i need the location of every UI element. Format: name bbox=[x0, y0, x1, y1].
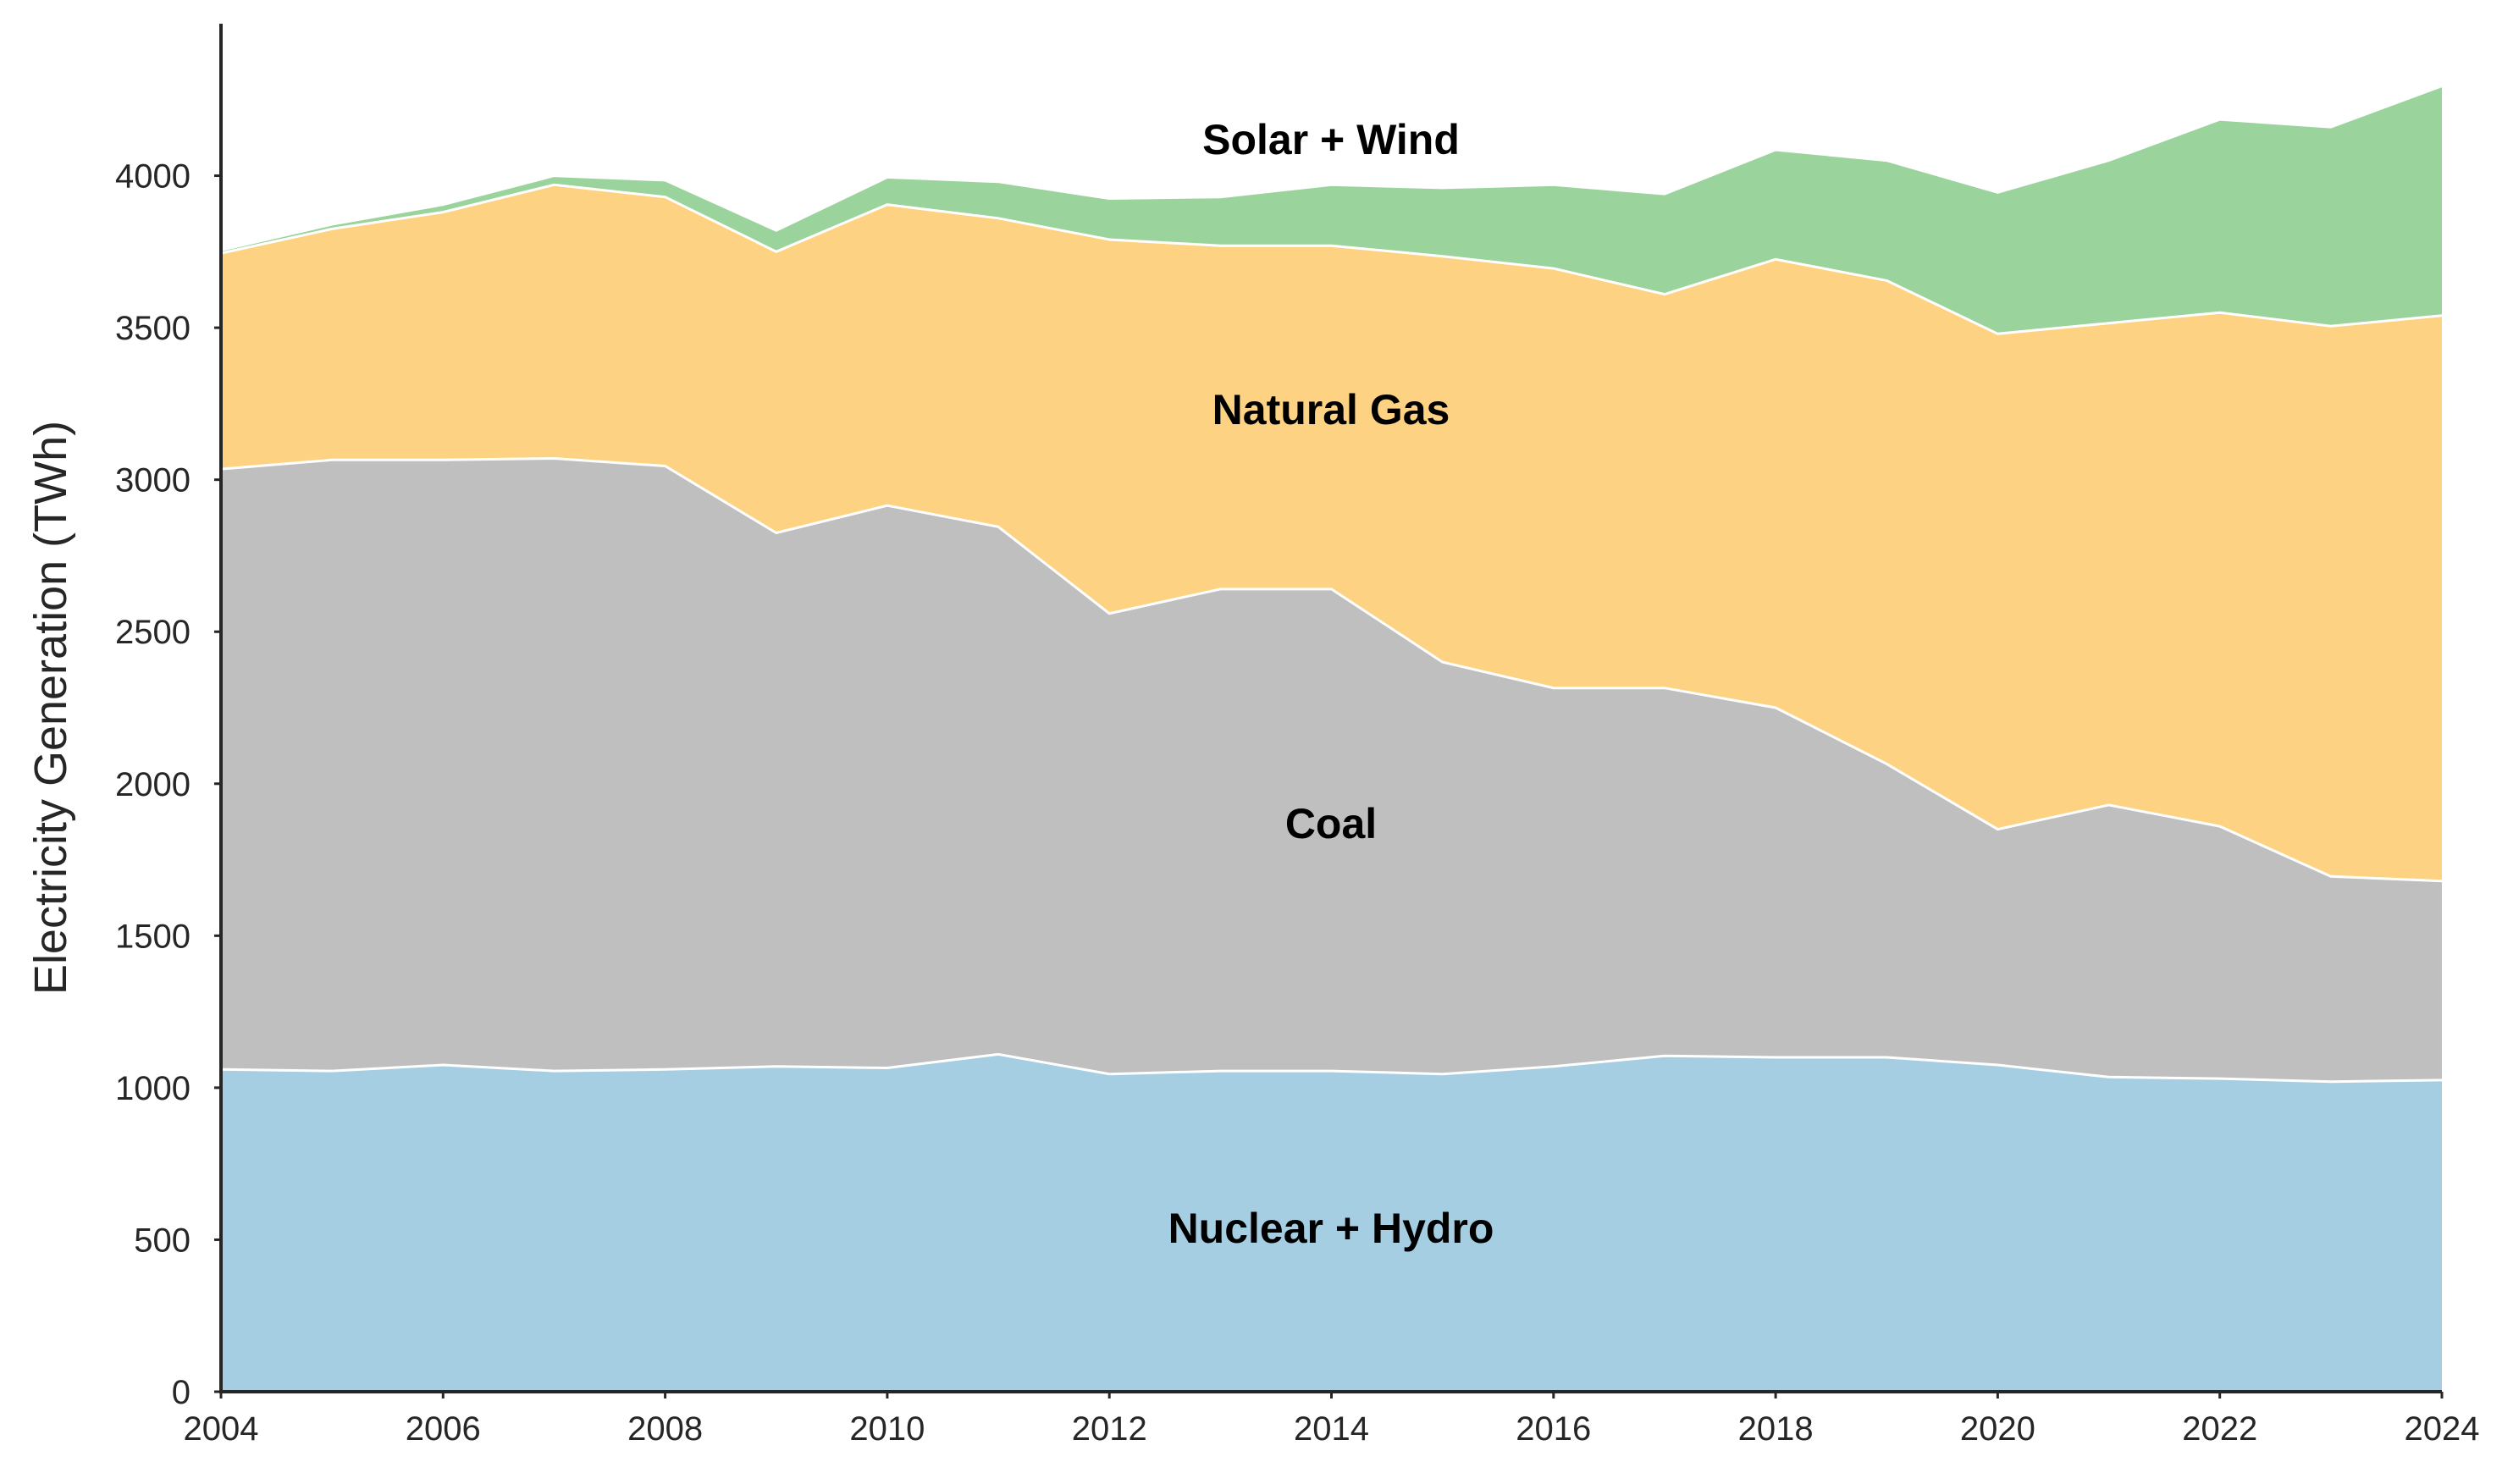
y-tick-label: 3000 bbox=[115, 462, 191, 499]
x-tick-label: 2016 bbox=[1516, 1410, 1591, 1448]
y-tick-label: 4000 bbox=[115, 158, 191, 196]
boundary-nuclear-hydro bbox=[220, 1052, 2443, 1084]
area-natural-gas bbox=[221, 185, 2442, 881]
boundary-natural-gas bbox=[220, 183, 2443, 335]
series-label-nuclear-hydro: Nuclear + Hydro bbox=[1168, 1205, 1494, 1252]
x-tick-label: 2004 bbox=[184, 1410, 259, 1448]
series-label-coal: Coal bbox=[1285, 800, 1377, 847]
area-coal bbox=[221, 458, 2442, 1082]
area-nuclear-hydro bbox=[221, 1054, 2442, 1392]
x-tick-label: 2008 bbox=[627, 1410, 703, 1448]
y-tick-label: 1500 bbox=[115, 918, 191, 955]
x-tick-label: 2006 bbox=[406, 1410, 481, 1448]
x-tick-labels: 2004 2006 2008 2010 2012 2014 2016 2018 2020 2022… bbox=[184, 1392, 2480, 1448]
x-tick-label: 2010 bbox=[849, 1410, 925, 1448]
y-axis-title: Electricity Generation (TWh) bbox=[25, 421, 76, 995]
y-tick-label: 1000 bbox=[115, 1070, 191, 1107]
x-tick-label: 2012 bbox=[1072, 1410, 1147, 1448]
y-tick-labels: 0 500 1000 1500 2000 2500 3000 3500 4000 bbox=[115, 158, 221, 1411]
series-label-solar-wind: Solar + Wind bbox=[1202, 116, 1460, 163]
boundary-lines bbox=[220, 85, 2443, 1084]
y-tick-label: 3500 bbox=[115, 310, 191, 347]
areas-layer bbox=[221, 86, 2442, 1392]
x-tick-label: 2020 bbox=[1960, 1410, 2035, 1448]
x-tick-label: 2022 bbox=[2182, 1410, 2257, 1448]
y-tick-label: 2500 bbox=[115, 614, 191, 651]
x-tick-label: 2024 bbox=[2405, 1410, 2480, 1448]
area-solar-wind bbox=[221, 86, 2442, 334]
y-tick-label: 0 bbox=[172, 1374, 191, 1411]
x-tick-label: 2018 bbox=[1738, 1410, 1814, 1448]
y-tick-label: 2000 bbox=[115, 766, 191, 803]
y-tick-label: 500 bbox=[134, 1222, 191, 1259]
series-labels: Solar + Wind Natural Gas Coal Nuclear + … bbox=[1168, 116, 1494, 1252]
boundary-coal bbox=[220, 456, 2443, 883]
x-tick-label: 2014 bbox=[1294, 1410, 1369, 1448]
boundary-solar-wind bbox=[220, 85, 2443, 251]
series-label-natural-gas: Natural Gas bbox=[1212, 386, 1450, 433]
